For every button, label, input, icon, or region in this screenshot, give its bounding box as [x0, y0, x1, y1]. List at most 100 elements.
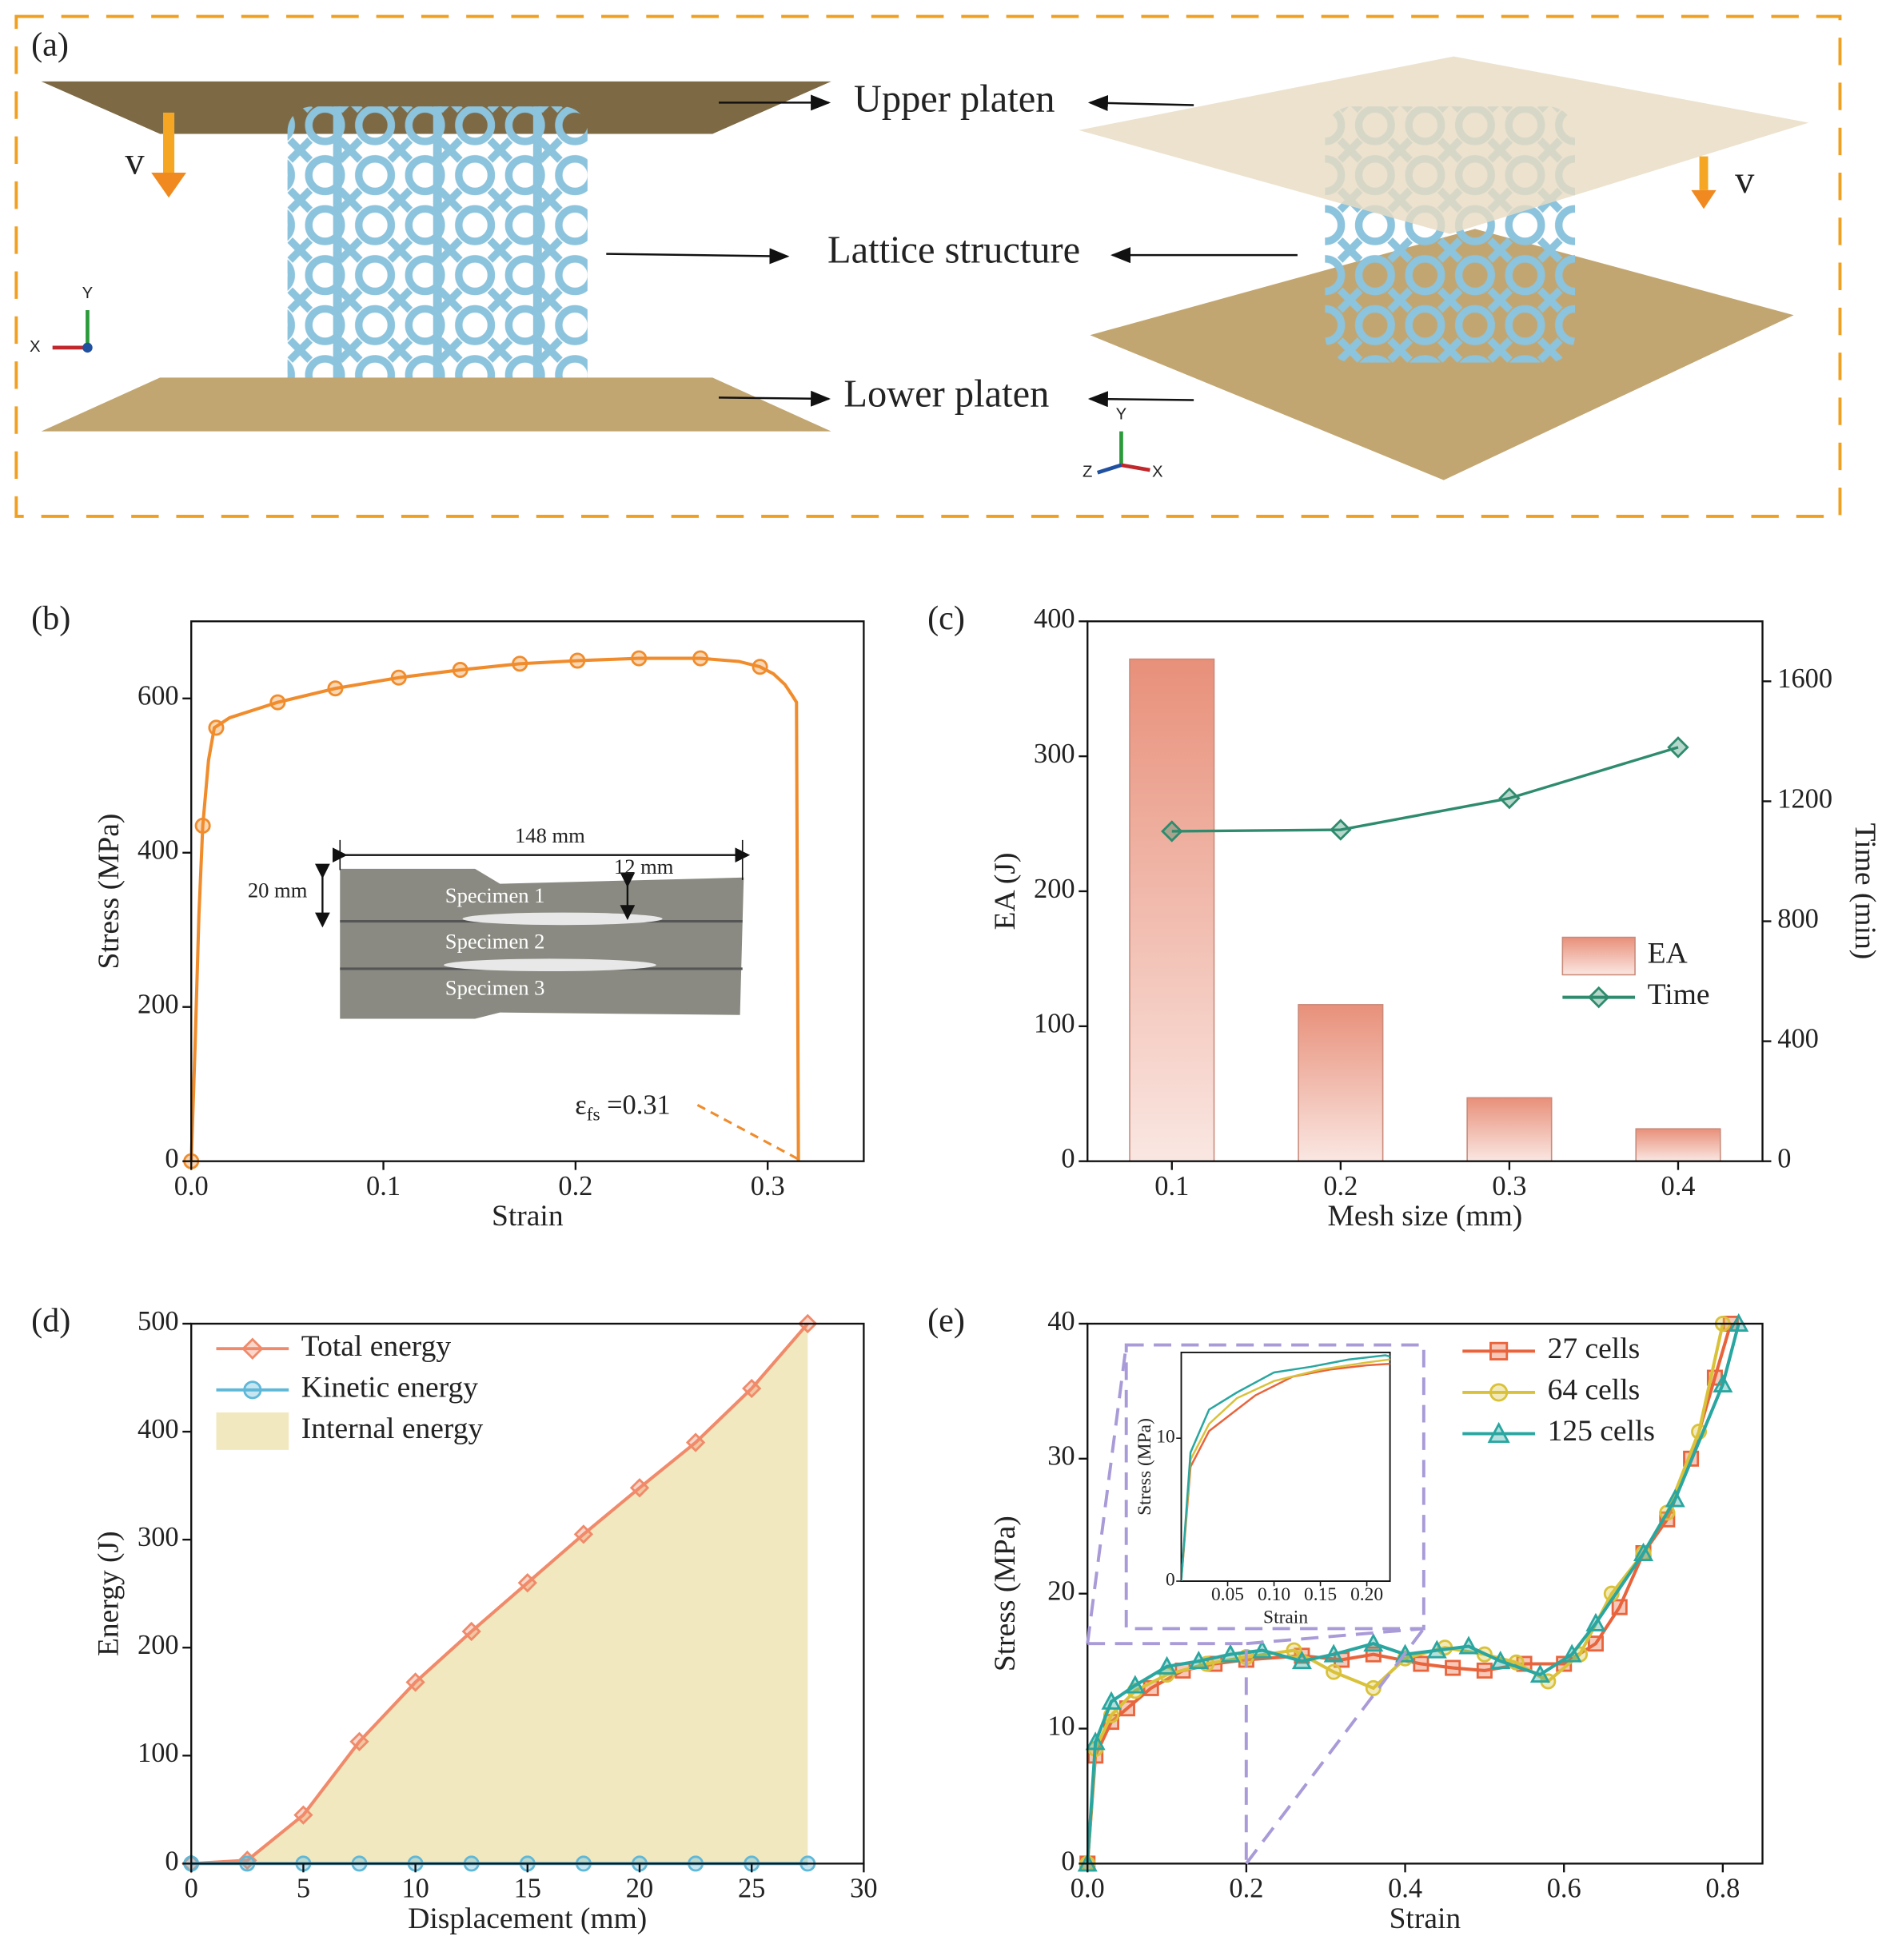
plot-area	[181, 1313, 818, 1874]
y-tick-label: 500	[138, 1306, 179, 1337]
y-tick-label: 0	[1061, 1846, 1075, 1876]
x-tick-label: 0.15	[1304, 1584, 1337, 1605]
x-tick-label: 0.20	[1350, 1584, 1383, 1605]
y-axis-label: Stress (MPa)	[93, 814, 126, 970]
inset-frame	[1180, 1351, 1391, 1582]
dimension: 20 mm	[248, 878, 308, 902]
x-tick-label: 0.10	[1258, 1584, 1290, 1605]
y2-tick-label: 400	[1777, 1024, 1819, 1054]
marker	[1125, 1675, 1146, 1694]
y-tick-label: 300	[138, 1522, 179, 1552]
y2-axis-label: Time (min)	[1848, 823, 1881, 960]
marker	[1667, 736, 1689, 759]
marker	[1330, 819, 1352, 841]
velocity-label: v	[1735, 159, 1755, 201]
annotation-line	[696, 1103, 799, 1160]
marker	[1458, 1635, 1479, 1655]
x-tick-label: 0.0	[174, 1171, 209, 1201]
x-tick-label: 15	[514, 1874, 541, 1904]
dimension: 12 mm	[614, 855, 674, 878]
y-tick-label: 0	[165, 1846, 178, 1876]
y-tick-label: 10	[1156, 1427, 1174, 1448]
y-tick-label: 100	[1034, 1009, 1075, 1039]
marker	[1286, 1642, 1302, 1659]
marker	[1363, 1633, 1384, 1652]
marker	[1291, 1650, 1312, 1670]
marker	[1713, 1373, 1733, 1392]
legend-swatch	[216, 1412, 289, 1450]
x-tick-label: 0.4	[1388, 1874, 1422, 1904]
axis-label: Y	[82, 285, 94, 302]
axis-label: X	[30, 338, 41, 356]
line	[1181, 1358, 1390, 1582]
y-axis-label: EA (J)	[989, 853, 1022, 930]
marker	[1365, 1679, 1382, 1696]
marker	[243, 1380, 262, 1400]
y2-tick-label: 1600	[1777, 663, 1832, 694]
struts	[333, 106, 542, 407]
marker	[1426, 1639, 1447, 1659]
y-axis-label: Stress (MPa)	[1134, 1418, 1155, 1516]
velocity-head	[1691, 189, 1717, 209]
y-tick-label: 400	[1034, 604, 1075, 634]
y-tick-label: 100	[138, 1738, 179, 1768]
y-tick-label: 0	[1061, 1144, 1075, 1174]
y-tick-label: 200	[138, 1630, 179, 1660]
legend-label: 64 cells	[1548, 1374, 1641, 1407]
velocity-head	[151, 172, 186, 198]
legend-label: Internal energy	[301, 1412, 484, 1445]
velocity-label: v	[125, 141, 145, 183]
marker	[517, 1573, 537, 1593]
x-tick-label: 0.2	[558, 1171, 592, 1201]
leaders	[606, 94, 1298, 408]
dimension: 148 mm	[515, 823, 585, 847]
panel-label: (c)	[927, 600, 965, 637]
axis-label: X	[1152, 464, 1163, 481]
plot-area	[1077, 1313, 1749, 1872]
panel-label: (e)	[927, 1302, 965, 1340]
y-tick-label: 400	[138, 835, 179, 866]
x-axis-label: Displacement (mm)	[408, 1902, 647, 1935]
marker	[1489, 1383, 1509, 1402]
marker	[452, 662, 469, 679]
x-tick-label: 10	[401, 1874, 429, 1904]
legend-label: Kinetic energy	[301, 1371, 478, 1404]
marker	[194, 817, 211, 834]
marker	[1220, 1643, 1241, 1663]
marker	[405, 1672, 425, 1692]
x-tick-label: 30	[850, 1874, 877, 1904]
y2-tick-label: 1200	[1777, 783, 1832, 814]
y-tick-label: 300	[1034, 739, 1075, 769]
marker	[1188, 1650, 1209, 1670]
y-tick-label: 600	[138, 681, 179, 711]
border	[14, 14, 1842, 518]
marker	[461, 1621, 481, 1642]
marker	[1498, 787, 1521, 810]
y2-tick-label: 0	[1777, 1144, 1791, 1174]
x-tick-label: 5	[297, 1874, 310, 1904]
line	[191, 1322, 809, 1866]
marker	[1587, 986, 1610, 1009]
marker	[1487, 1421, 1510, 1444]
triad	[52, 309, 93, 353]
marker	[1611, 1599, 1628, 1615]
marker	[1587, 1635, 1604, 1652]
legend-label: 27 cells	[1548, 1333, 1641, 1365]
panel-label: (a)	[31, 26, 69, 63]
annotation: εfs =0.31	[575, 1090, 671, 1125]
x-tick-label: 0	[185, 1874, 198, 1904]
marker	[569, 652, 586, 669]
axis-label: Y	[1116, 406, 1127, 424]
y-tick-label: 0	[1166, 1569, 1175, 1590]
panel-label: (b)	[31, 600, 70, 637]
marker	[1252, 1639, 1273, 1659]
marker	[293, 1805, 313, 1825]
specimen-label: Specimen 1	[445, 883, 545, 907]
x-axis-label: Strain	[1263, 1607, 1308, 1627]
legend-swatch	[1561, 936, 1636, 976]
line	[189, 656, 800, 1161]
marker	[685, 1432, 706, 1452]
label: Lower platen	[843, 373, 1049, 416]
